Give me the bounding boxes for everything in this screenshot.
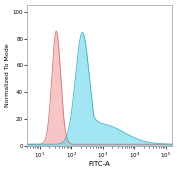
Y-axis label: Normalized To Mode: Normalized To Mode <box>5 44 10 107</box>
X-axis label: FITC-A: FITC-A <box>89 161 111 167</box>
